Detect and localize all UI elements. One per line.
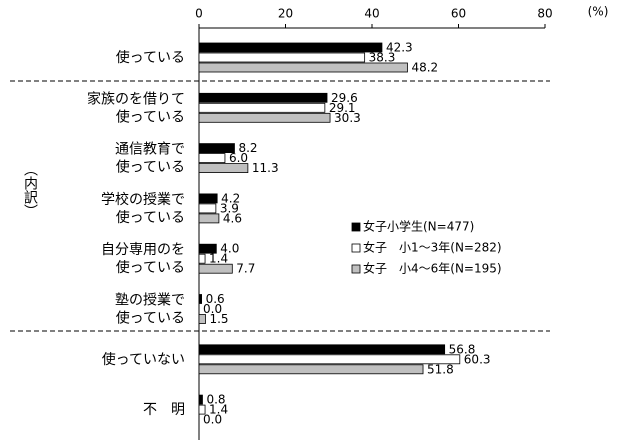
- value-label: 6.0: [229, 151, 248, 165]
- value-label: 0.0: [203, 413, 222, 427]
- bar: [198, 243, 217, 254]
- value-label: 60.3: [464, 352, 491, 366]
- bar: [198, 314, 206, 324]
- bar: [198, 193, 218, 204]
- bar: [198, 52, 366, 63]
- side-label: （内訳）: [22, 162, 38, 218]
- unit-label: (%): [588, 5, 609, 19]
- y-tick-label: 塾の授業で: [115, 293, 185, 309]
- y-tick-label: 使っている: [116, 108, 185, 125]
- bar: [198, 42, 383, 53]
- y-tick-label: 使っている: [116, 209, 185, 226]
- value-label: 1.4: [209, 403, 228, 417]
- bar: [198, 102, 326, 113]
- value-label: 1.5: [209, 312, 228, 326]
- value-label: 3.9: [220, 201, 239, 215]
- value-label: 0.8: [206, 393, 225, 407]
- bar: [198, 354, 461, 365]
- value-label: 48.2: [411, 61, 438, 75]
- value-label: 51.8: [427, 362, 454, 376]
- bar: [198, 253, 206, 264]
- bar: [198, 294, 202, 304]
- value-label: 11.3: [252, 161, 279, 175]
- y-tick-label: 使っている: [116, 159, 185, 176]
- y-tick-label: 使っている: [116, 49, 185, 66]
- bar: [198, 163, 249, 174]
- legend-swatch: [351, 243, 361, 253]
- bar: [198, 112, 331, 123]
- bar: [198, 344, 446, 355]
- value-label: 42.3: [386, 41, 413, 55]
- y-tick-label: 学校の授業で: [101, 191, 185, 208]
- x-tick-label: 80: [537, 7, 552, 21]
- value-label: 8.2: [238, 141, 257, 155]
- legend-label: 女子 小4〜6年(N=195): [363, 261, 502, 276]
- bar: [198, 364, 424, 375]
- y-tick-label: 使っている: [116, 310, 185, 327]
- x-tick-label: 0: [195, 7, 203, 21]
- value-label: 30.3: [334, 111, 361, 125]
- legend-label: 女子小学生(N=477): [363, 219, 474, 234]
- bar: [198, 62, 408, 73]
- bar: [198, 203, 217, 214]
- value-label: 4.2: [221, 191, 240, 205]
- value-label: 7.7: [236, 262, 255, 276]
- y-tick-label: 不 明: [143, 402, 185, 418]
- bar: [198, 394, 203, 405]
- legend-swatch: [351, 222, 361, 232]
- value-label: 0.6: [206, 292, 225, 306]
- y-tick-label: 使っていない: [102, 351, 185, 368]
- value-label: 29.1: [329, 101, 356, 115]
- value-label: 1.4: [209, 252, 228, 266]
- y-tick-label: 通信教育で: [115, 142, 185, 158]
- value-label: 56.8: [449, 342, 476, 356]
- bar: [198, 153, 226, 164]
- bar: [198, 213, 220, 224]
- bar: [198, 143, 235, 154]
- bar: [198, 263, 233, 274]
- value-label: 4.0: [220, 242, 239, 256]
- x-tick-label: 60: [451, 7, 466, 21]
- bar: [198, 92, 328, 103]
- y-tick-label: 家族のを借りて: [87, 90, 185, 107]
- x-tick-label: 20: [278, 7, 293, 21]
- value-label: 38.3: [369, 51, 396, 65]
- legend-label: 女子 小1〜3年(N=282): [363, 240, 502, 255]
- value-label: 29.6: [331, 91, 358, 105]
- x-tick-label: 40: [364, 7, 379, 21]
- value-label: 0.0: [203, 302, 222, 316]
- bar: [198, 404, 206, 415]
- legend-swatch: [351, 264, 361, 274]
- value-label: 4.6: [223, 211, 242, 225]
- y-tick-label: 使っている: [116, 259, 185, 276]
- y-tick-label: 自分専用のを: [101, 242, 185, 258]
